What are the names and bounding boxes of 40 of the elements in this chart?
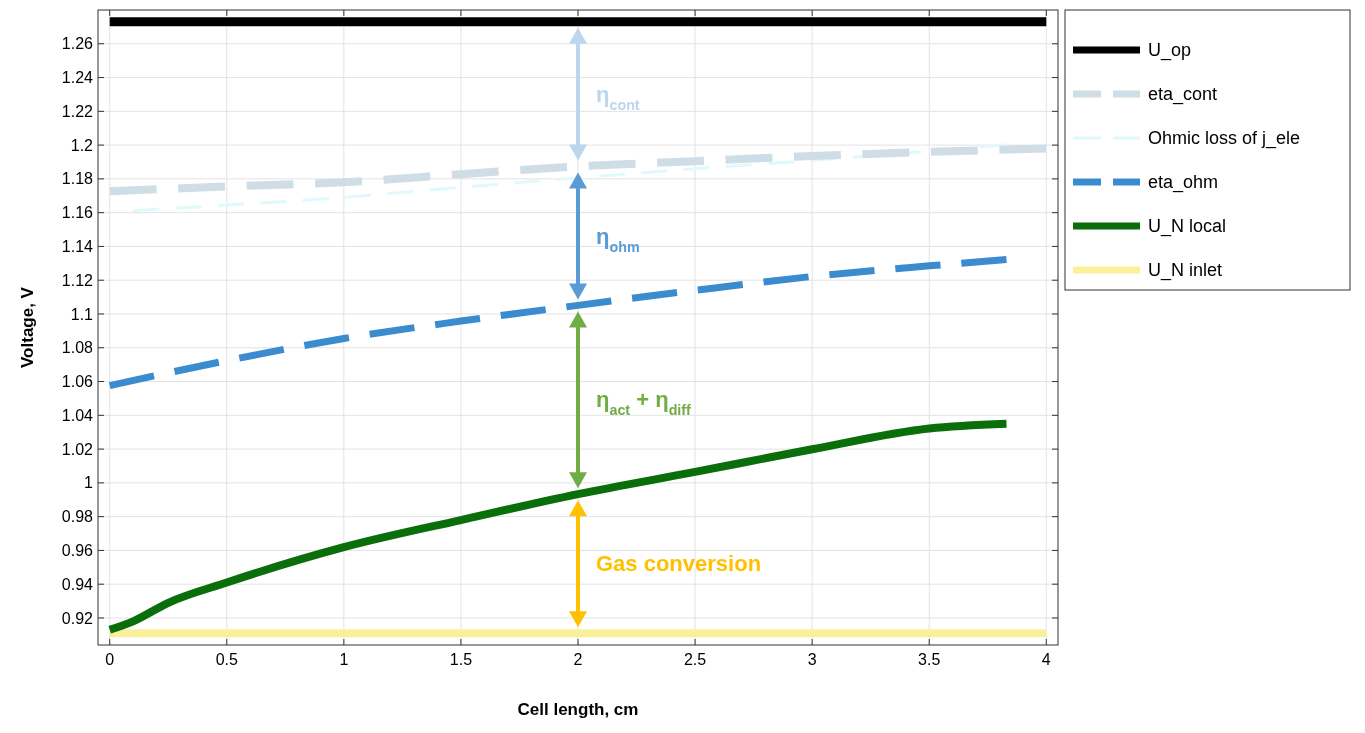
- x-tick-label: 4: [1041, 651, 1051, 668]
- x-tick-label: 2: [573, 651, 583, 668]
- x-tick-label: 1.5: [449, 651, 473, 668]
- y-tick-label: 1.22: [61, 102, 94, 120]
- y-tick-label: 0.92: [61, 609, 94, 627]
- y-tick-label: 1.08: [61, 339, 94, 357]
- x-tick-label: 3.5: [918, 651, 941, 668]
- y-tick-label: 1.26: [61, 35, 94, 53]
- y-tick-label: 0.98: [61, 508, 94, 526]
- y-tick-label: 0.94: [61, 575, 94, 593]
- x-tick-label: 0.5: [215, 651, 238, 668]
- legend-label: U_N local: [1148, 216, 1227, 238]
- legend-label: U_op: [1148, 40, 1192, 62]
- line-series: [131, 143, 1008, 213]
- y-tick-label: 1: [84, 474, 94, 492]
- y-tick-label: 1.14: [61, 238, 94, 256]
- annotation: η$_{act}$ + η$_{diff}$: [596, 387, 692, 419]
- legend-label: eta_ohm: [1148, 172, 1219, 194]
- y-tick-label: 1.06: [61, 373, 94, 391]
- y-tick-label: 0.96: [61, 542, 94, 560]
- y-tick-label: 1.16: [61, 204, 94, 222]
- x-tick-label: 0: [105, 651, 115, 668]
- y-tick-label: 1.18: [61, 170, 94, 188]
- legend-label: eta_cont: [1148, 84, 1218, 106]
- legend-label: Ohmic loss of j_ele: [1148, 128, 1301, 150]
- y-tick-label: 1.04: [61, 406, 94, 424]
- y-tick-label: 1.2: [70, 136, 94, 154]
- y-tick-label: 1.24: [61, 69, 94, 87]
- legend-label: U_N inlet: [1148, 260, 1223, 282]
- x-tick-label: 3: [807, 651, 817, 668]
- annotation: Gas conversion: [596, 551, 762, 577]
- x-axis-title: Cell length, cm: [517, 700, 639, 719]
- y-tick-label: 1.02: [61, 440, 94, 458]
- x-tick-label: 2.5: [683, 651, 707, 668]
- x-tick-label: 1: [339, 651, 349, 668]
- annotation: η$_{ohm}$: [596, 223, 640, 255]
- y-tick-label: 1.12: [61, 271, 94, 289]
- y-axis-title: Voltage, V: [18, 286, 37, 368]
- y-tick-label: 1.1: [70, 305, 94, 323]
- annotation: η$_{cont}$: [596, 81, 640, 113]
